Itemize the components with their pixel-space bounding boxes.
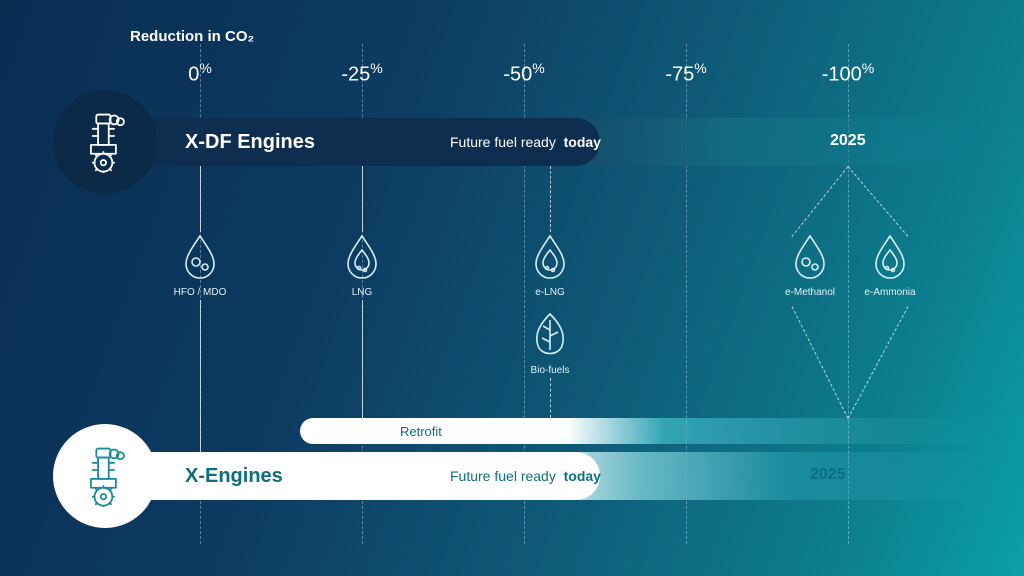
connector-line: [362, 300, 363, 418]
xdf-year: 2025: [830, 132, 866, 150]
axis-tick-label: 0%: [188, 60, 212, 87]
fuel-lng: LNG: [330, 232, 394, 298]
x-tagline: Future fuel ready today: [450, 468, 601, 484]
connector-line: [848, 306, 909, 418]
fuel-emethanol: e-Methanol: [778, 232, 842, 298]
x-main-bar: X-Engines Future fuel ready today: [105, 452, 600, 500]
connector-line: [362, 166, 363, 232]
xdf-main-bar: X-DF Engines Future fuel ready today: [105, 118, 600, 166]
axis-tick-label: -25%: [341, 60, 382, 87]
connector-line: [200, 166, 201, 232]
connector-line: [848, 166, 909, 237]
x-year: 2025: [810, 466, 846, 484]
axis-tick-label: -50%: [503, 60, 544, 87]
connector-line: [550, 378, 551, 418]
fuel-eammonia: e-Ammonia: [858, 232, 922, 298]
connector-line: [792, 166, 849, 237]
x-engine-icon: [53, 424, 157, 528]
fuel-elng: e-LNG: [518, 232, 582, 298]
connector-line: [200, 300, 201, 452]
axis-tick-label: -100%: [822, 60, 874, 87]
retrofit-bar: Retrofit: [300, 418, 1000, 444]
fuel-hfo: HFO / MDO: [168, 232, 232, 298]
infographic-canvas: Reduction in CO₂ 0% -25% -50% -75% -100% X-D…: [0, 0, 1024, 576]
connector-line: [550, 166, 551, 232]
header-title: Reduction in CO₂: [130, 28, 254, 45]
fuel-biofuels: Bio-fuels: [518, 310, 582, 376]
retrofit-label: Retrofit: [400, 424, 442, 439]
connector-line: [792, 306, 849, 418]
axis-tick-label: -75%: [665, 60, 706, 87]
xdf-engine-icon: [53, 90, 157, 194]
xdf-tagline: Future fuel ready today: [450, 134, 601, 150]
